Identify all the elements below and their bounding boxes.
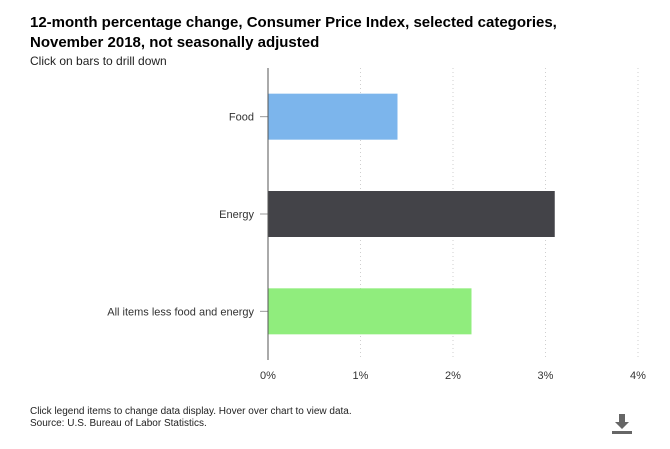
x-tick-label: 0% (260, 370, 276, 382)
category-label: All items less food and energy (107, 306, 254, 318)
category-label: Energy (219, 209, 254, 221)
x-tick-label: 1% (353, 370, 369, 382)
bar-all-items-less-food-and-energy[interactable] (268, 288, 472, 335)
category-label: Food (229, 112, 254, 124)
x-tick-label: 4% (630, 370, 646, 382)
x-tick-label: 2% (445, 370, 461, 382)
tick-labels: 0% 1% 2% 3% 4% (260, 370, 646, 382)
bar-food[interactable] (268, 93, 398, 140)
chart-subtitle: Click on bars to drill down (30, 54, 167, 68)
footer-instructions: Click legend items to change data displa… (30, 406, 352, 417)
chart-footer: Click legend items to change data displa… (30, 406, 352, 430)
bars (268, 93, 555, 335)
category-labels: Food Energy All items less food and energy (107, 112, 268, 318)
chart-title: 12-month percentage change, Consumer Pri… (30, 14, 557, 51)
bar-energy[interactable] (268, 191, 555, 237)
footer-source: Source: U.S. Bureau of Labor Statistics. (30, 418, 207, 429)
download-icon (612, 414, 632, 434)
x-tick-label: 3% (538, 370, 554, 382)
download-button[interactable] (610, 412, 634, 436)
